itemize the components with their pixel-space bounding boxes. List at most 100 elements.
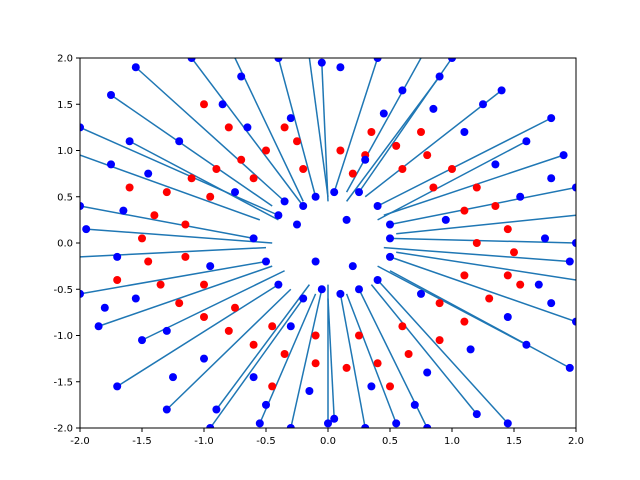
segment-10 [389, 256, 576, 323]
red-point-28 [503, 225, 512, 234]
blue-point-32 [212, 405, 221, 414]
segment-6 [290, 289, 323, 428]
blue-point-60 [460, 128, 469, 136]
red-point-38 [181, 252, 190, 261]
blue-point-69 [305, 387, 314, 395]
blue-point-15 [373, 58, 382, 62]
segment-16 [277, 58, 317, 197]
red-point-2 [392, 141, 401, 150]
blue-point-39 [262, 257, 270, 266]
red-point-19 [311, 359, 320, 368]
segment-0 [191, 58, 304, 207]
blue-point-95 [231, 188, 239, 197]
segment-42 [383, 246, 570, 263]
blue-point-87 [262, 400, 270, 409]
blue-point-58 [379, 109, 388, 118]
blue-point-96 [348, 262, 357, 271]
segment-12 [389, 186, 576, 226]
blue-point-81 [547, 299, 556, 308]
y-tick-label: -1.5 [53, 377, 73, 388]
red-point-32 [398, 165, 407, 173]
blue-point-35 [565, 257, 574, 266]
blue-point-28 [125, 137, 134, 146]
blue-point-71 [200, 354, 208, 363]
segment-21 [166, 288, 292, 411]
blue-point-52 [311, 192, 320, 201]
x-tick-label: 2.0 [568, 436, 584, 447]
blue-point-16 [274, 58, 283, 62]
red-point-34 [299, 165, 308, 173]
red-point-58 [386, 382, 394, 391]
blue-point-90 [441, 215, 450, 224]
blue-point-25 [559, 151, 568, 160]
segment-13 [377, 117, 552, 207]
segment-41 [86, 228, 273, 244]
segment-40 [345, 76, 441, 202]
blue-point-50 [355, 188, 363, 197]
red-point-10 [150, 211, 159, 220]
red-point-35 [249, 174, 258, 183]
red-point-18 [280, 350, 289, 358]
blue-point-3 [80, 289, 84, 298]
blue-point-31 [522, 137, 531, 146]
blue-point-18 [94, 322, 103, 331]
y-tick-label: 0.5 [57, 192, 73, 203]
segment-20 [98, 265, 273, 327]
segment-32 [308, 58, 329, 197]
blue-point-47 [386, 234, 394, 243]
blue-point-42 [317, 285, 326, 294]
red-point-27 [510, 248, 518, 257]
red-point-39 [200, 280, 208, 289]
blue-point-91 [206, 262, 215, 271]
segment-33 [234, 58, 304, 202]
blue-point-27 [107, 91, 115, 99]
red-point-7 [212, 165, 221, 173]
x-tick-label: -1.5 [132, 436, 152, 447]
blue-point-6 [286, 424, 295, 428]
red-point-53 [367, 128, 376, 136]
segment-7 [339, 293, 366, 428]
red-point-47 [472, 239, 481, 247]
y-tick-label: 1.5 [57, 100, 73, 111]
blue-point-62 [516, 192, 525, 201]
blue-point-41 [299, 294, 308, 303]
y-tick-label: -1.0 [53, 331, 73, 342]
red-point-6 [237, 155, 246, 164]
blue-point-64 [534, 280, 543, 289]
blue-point-65 [503, 313, 512, 321]
red-point-29 [491, 202, 500, 210]
red-point-50 [200, 100, 208, 109]
red-point-3 [423, 151, 432, 160]
blue-point-10 [572, 317, 576, 326]
line-segments [80, 58, 576, 428]
segment-35 [129, 140, 279, 221]
blue-point-4 [113, 382, 122, 391]
segment-30 [364, 89, 503, 198]
blue-point-54 [336, 63, 345, 72]
segment-5 [209, 298, 304, 428]
blue-point-72 [162, 326, 171, 335]
blue-point-66 [466, 345, 475, 354]
blue-point-53 [280, 197, 289, 206]
blue-point-88 [479, 100, 487, 109]
blue-point-29 [138, 336, 146, 345]
red-point-8 [187, 174, 196, 183]
blue-point-80 [547, 174, 556, 183]
segment-9 [377, 279, 509, 424]
segment-23 [327, 298, 335, 419]
blue-point-89 [169, 373, 177, 382]
blue-point-8 [423, 424, 432, 428]
blue-point-40 [274, 280, 283, 289]
blue-point-36 [299, 202, 308, 210]
red-point-55 [125, 183, 134, 192]
blue-point-68 [367, 382, 376, 391]
segment-43 [321, 62, 329, 202]
y-tick-label: 0.0 [57, 239, 73, 250]
red-point-56 [113, 276, 122, 284]
red-point-12 [144, 257, 153, 266]
red-point-37 [181, 220, 190, 229]
segment-1 [80, 126, 279, 216]
segment-4 [116, 283, 279, 388]
blue-point-1 [80, 123, 84, 132]
x-tick-label: 1.5 [506, 436, 522, 447]
